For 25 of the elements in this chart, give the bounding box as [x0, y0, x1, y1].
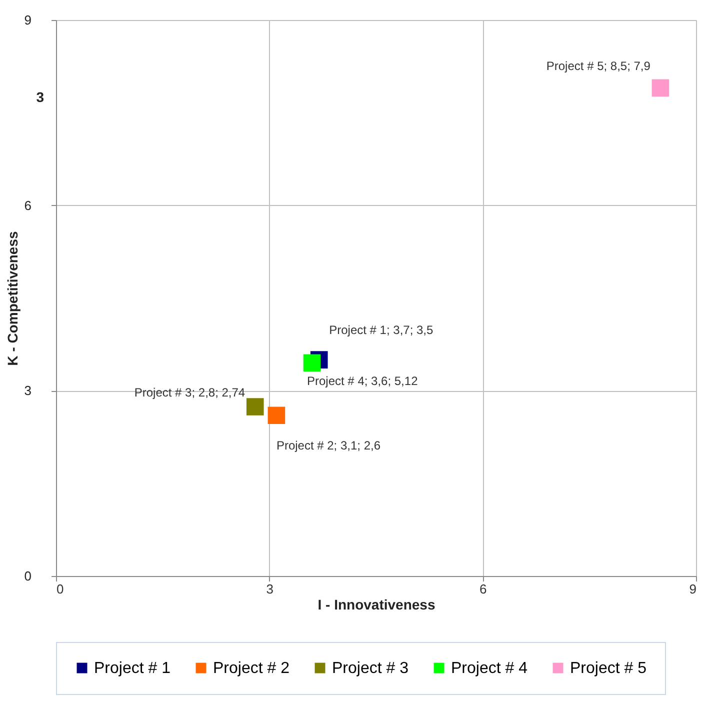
x-tick-label: 0	[56, 582, 64, 596]
annotation: Project # 3; 2,8; 2,74	[134, 386, 246, 400]
legend-label: Project # 4	[451, 660, 528, 677]
legend-label: Project # 3	[332, 660, 409, 677]
text: 3	[36, 89, 44, 105]
legend-label: Project # 2	[213, 660, 290, 677]
x-tick-label: 3	[266, 582, 274, 596]
y-tick-label: 6	[24, 198, 32, 213]
annotation: Project # 2; 3,1; 2,6	[276, 438, 381, 452]
point	[268, 406, 286, 424]
annotation: Project # 4; 3,6; 5,12	[307, 374, 418, 388]
point	[246, 398, 264, 416]
y-tick-label: 3	[24, 383, 32, 398]
legend-label: Project # 1	[94, 660, 171, 677]
point	[303, 354, 321, 372]
x-tick-label: 6	[480, 582, 487, 596]
annotation: Project # 1; 3,7; 3,5	[329, 322, 434, 337]
annotation: Project # 5; 8,5; 7,9	[546, 58, 651, 73]
legend-label: Project # 5	[570, 660, 647, 677]
y-axis-title: K - Competitiveness	[4, 230, 20, 366]
y-tick-label: 9	[24, 12, 32, 28]
y-tick-label: 0	[24, 568, 32, 584]
point	[652, 79, 670, 97]
x-axis-title: I - Innovativeness	[318, 596, 436, 612]
x-tick-label: 9	[689, 582, 696, 596]
